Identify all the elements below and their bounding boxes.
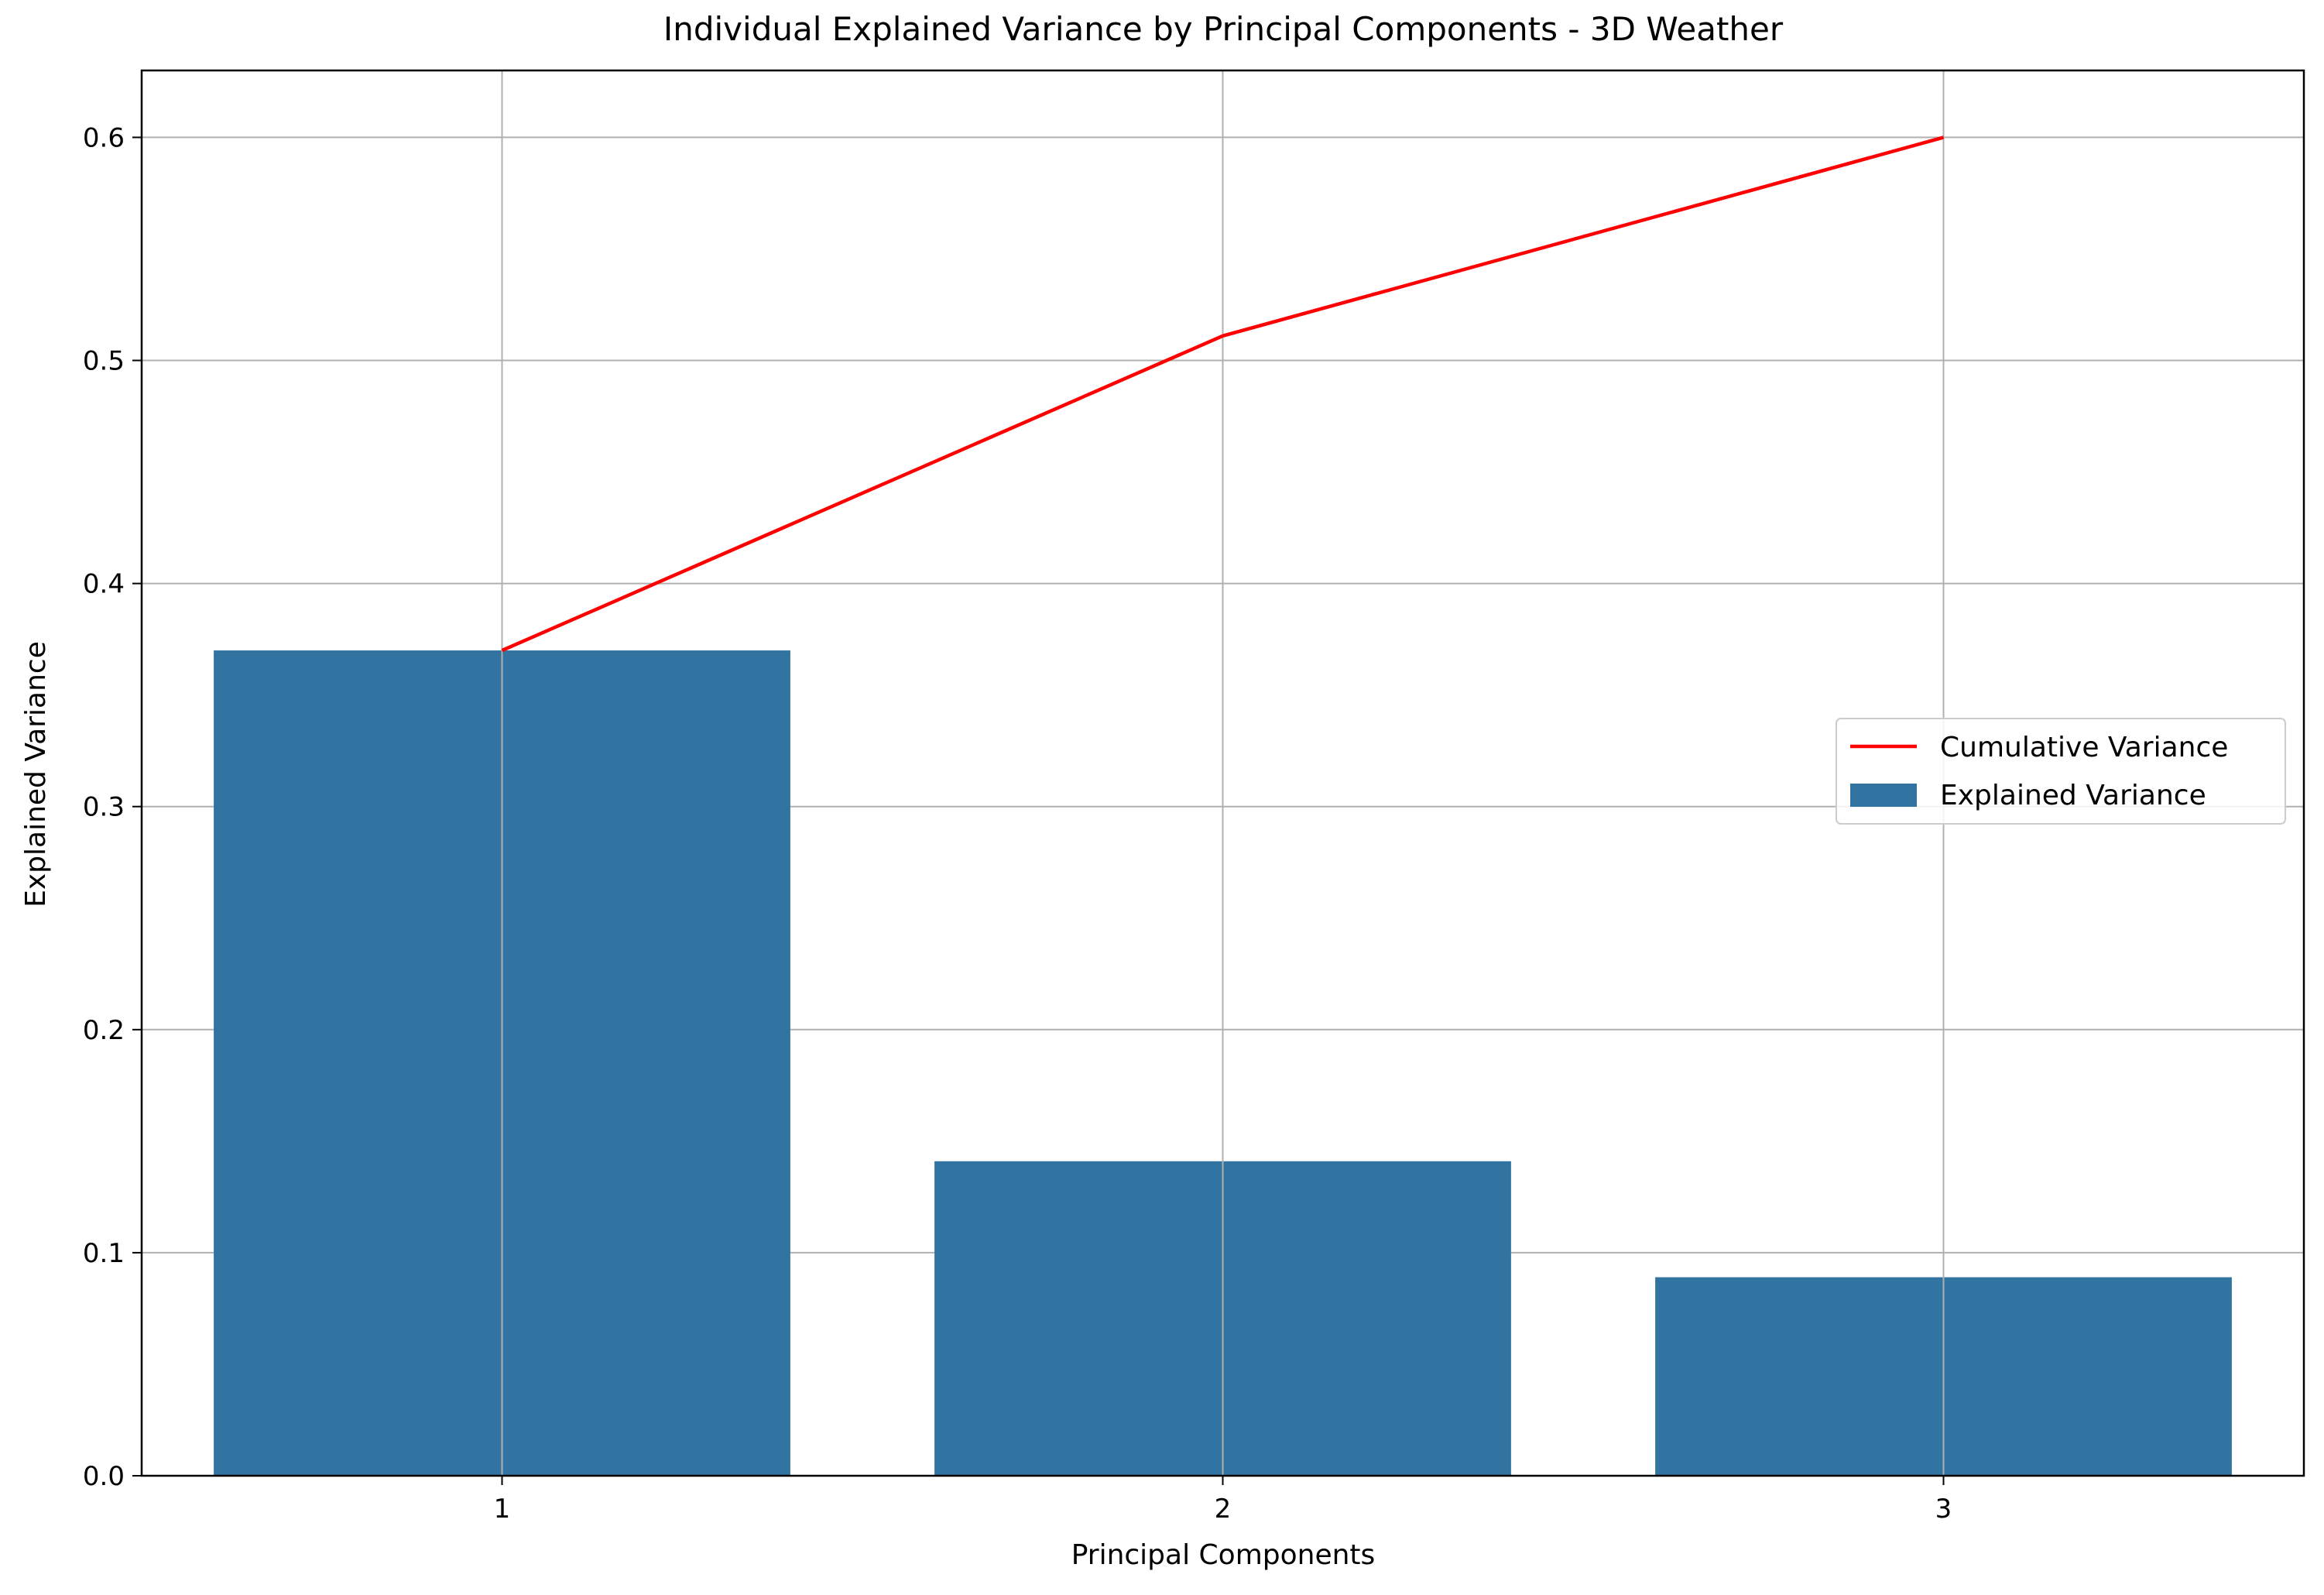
legend: Cumulative Variance Explained Variance: [1836, 718, 2286, 825]
chart-title: Individual Explained Variance by Princip…: [663, 10, 1784, 48]
y-tick-label: 0.1: [83, 1238, 125, 1269]
legend-label-cumulative-variance: Cumulative Variance: [1940, 732, 2228, 763]
y-tick-label: 0.5: [83, 346, 125, 377]
x-tick-label: 1: [494, 1494, 511, 1525]
x-axis-ticks: 1 2 3: [494, 1476, 1952, 1525]
x-tick-label: 2: [1215, 1494, 1232, 1525]
legend-label-explained-variance: Explained Variance: [1940, 780, 2206, 811]
y-tick-label: 0.0: [83, 1461, 125, 1492]
line-layer: [501, 135, 1945, 653]
y-tick-label: 0.6: [83, 122, 125, 153]
y-axis-label: Explained Variance: [20, 641, 52, 907]
x-tick-label: 3: [1935, 1494, 1952, 1525]
x-axis-label: Principal Components: [1071, 1539, 1376, 1571]
cumulative-variance-line: [501, 135, 1945, 653]
y-tick-label: 0.4: [83, 569, 125, 600]
y-axis-ticks: 0.0 0.1 0.2 0.3 0.4 0.5 0.6: [83, 122, 142, 1492]
legend-swatch-explained-variance: [1850, 784, 1917, 807]
y-tick-label: 0.2: [83, 1015, 125, 1046]
legend-box: [1836, 718, 2286, 825]
y-tick-label: 0.3: [83, 792, 125, 823]
